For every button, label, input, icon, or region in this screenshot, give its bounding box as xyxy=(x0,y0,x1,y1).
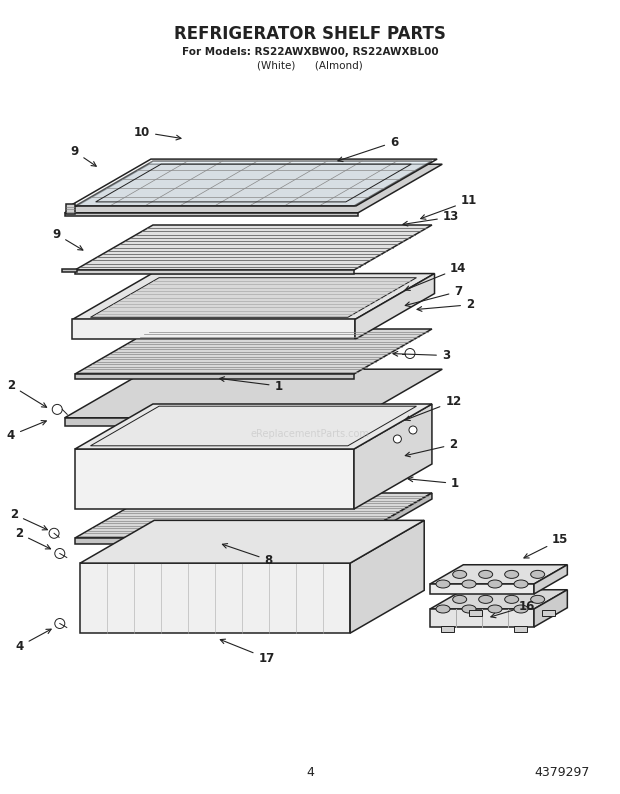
Polygon shape xyxy=(441,626,454,632)
Polygon shape xyxy=(73,274,435,319)
Text: (White)      (Almond): (White) (Almond) xyxy=(257,61,363,71)
Circle shape xyxy=(409,426,417,434)
Ellipse shape xyxy=(531,570,545,578)
Polygon shape xyxy=(75,161,432,206)
Ellipse shape xyxy=(462,580,476,588)
Polygon shape xyxy=(75,493,432,538)
Text: 3: 3 xyxy=(393,349,450,362)
Ellipse shape xyxy=(531,596,545,603)
Polygon shape xyxy=(430,609,534,627)
Circle shape xyxy=(52,404,62,414)
Polygon shape xyxy=(542,610,556,615)
Ellipse shape xyxy=(479,570,493,578)
Text: REFRIGERATOR SHELF PARTS: REFRIGERATOR SHELF PARTS xyxy=(174,25,446,43)
Circle shape xyxy=(49,528,59,538)
Ellipse shape xyxy=(514,580,528,588)
Text: eReplacementParts.com: eReplacementParts.com xyxy=(250,429,370,439)
Polygon shape xyxy=(64,164,442,213)
Text: 14: 14 xyxy=(405,262,467,291)
Text: 4: 4 xyxy=(306,765,314,778)
Ellipse shape xyxy=(462,605,476,613)
Polygon shape xyxy=(64,369,442,418)
Polygon shape xyxy=(350,520,424,633)
Text: 15: 15 xyxy=(524,534,569,558)
Polygon shape xyxy=(64,418,358,426)
Polygon shape xyxy=(62,269,76,272)
Ellipse shape xyxy=(505,596,519,603)
Text: 17: 17 xyxy=(220,639,275,665)
Text: 2: 2 xyxy=(7,379,46,407)
Ellipse shape xyxy=(488,580,502,588)
Polygon shape xyxy=(66,204,75,214)
Ellipse shape xyxy=(514,605,528,613)
Text: 4: 4 xyxy=(16,629,51,653)
Text: 1: 1 xyxy=(219,377,283,392)
Circle shape xyxy=(393,435,401,443)
Text: 4379297: 4379297 xyxy=(534,765,590,778)
Polygon shape xyxy=(75,329,432,374)
Text: 8: 8 xyxy=(223,544,273,566)
Text: 9: 9 xyxy=(71,145,96,166)
Polygon shape xyxy=(75,404,432,449)
Polygon shape xyxy=(91,278,417,318)
Text: 2: 2 xyxy=(15,527,51,549)
Polygon shape xyxy=(534,565,567,594)
Text: 12: 12 xyxy=(405,395,461,421)
Polygon shape xyxy=(75,374,354,379)
Text: 10: 10 xyxy=(134,125,181,140)
Polygon shape xyxy=(64,213,358,216)
Text: 7: 7 xyxy=(405,285,463,306)
Polygon shape xyxy=(80,520,424,563)
Ellipse shape xyxy=(453,570,467,578)
Text: 13: 13 xyxy=(403,210,459,226)
Text: For Models: RS22AWXBW00, RS22AWXBL00: For Models: RS22AWXBW00, RS22AWXBL00 xyxy=(182,47,438,57)
Text: 11: 11 xyxy=(421,195,477,219)
Ellipse shape xyxy=(505,570,519,578)
Polygon shape xyxy=(514,626,527,632)
Circle shape xyxy=(55,549,65,558)
Polygon shape xyxy=(354,404,432,509)
Polygon shape xyxy=(355,274,435,340)
Polygon shape xyxy=(430,590,567,609)
Text: 4: 4 xyxy=(7,421,46,442)
Polygon shape xyxy=(534,590,567,627)
Ellipse shape xyxy=(436,580,450,588)
Ellipse shape xyxy=(488,605,502,613)
Polygon shape xyxy=(75,538,354,544)
Polygon shape xyxy=(75,225,432,270)
Circle shape xyxy=(55,619,65,629)
Text: 2: 2 xyxy=(417,299,474,311)
Polygon shape xyxy=(75,270,354,274)
Text: 9: 9 xyxy=(52,228,83,250)
Text: 1: 1 xyxy=(408,477,459,490)
Circle shape xyxy=(405,349,415,359)
Polygon shape xyxy=(430,584,534,594)
Text: 2: 2 xyxy=(405,438,458,457)
Text: 2: 2 xyxy=(10,508,47,530)
Polygon shape xyxy=(354,493,432,544)
Ellipse shape xyxy=(453,596,467,603)
Ellipse shape xyxy=(436,605,450,613)
Text: 6: 6 xyxy=(338,136,398,161)
Polygon shape xyxy=(469,610,482,615)
Ellipse shape xyxy=(479,596,493,603)
Text: 16: 16 xyxy=(491,599,535,618)
Polygon shape xyxy=(80,563,350,633)
Polygon shape xyxy=(73,319,355,340)
Polygon shape xyxy=(75,449,354,509)
Polygon shape xyxy=(430,565,567,584)
